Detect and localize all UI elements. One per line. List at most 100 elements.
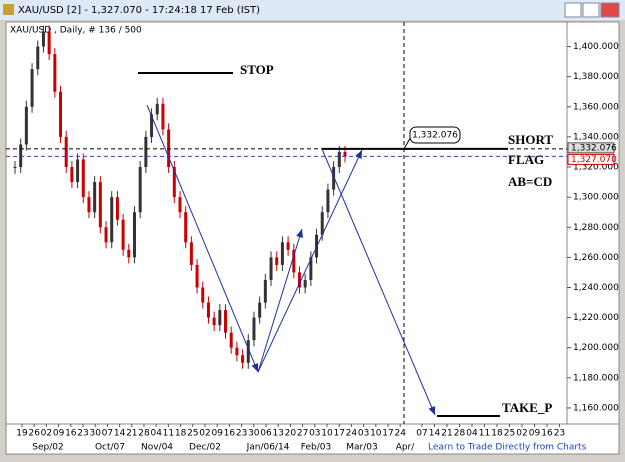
candle: [93, 182, 97, 213]
candle: [59, 91, 63, 137]
x-day-label: 06: [260, 429, 272, 439]
x-day-label: 28: [138, 429, 150, 439]
candle: [64, 136, 68, 168]
candle: [286, 242, 290, 250]
x-day-label: 09: [529, 429, 541, 439]
candle: [252, 317, 256, 341]
x-day-label: 17: [333, 429, 344, 439]
close-button[interactable]: [600, 2, 620, 18]
x-day-label: 19: [16, 429, 28, 439]
x-day-label: 10: [321, 429, 333, 439]
x-day-label: 30: [89, 429, 101, 439]
candle: [269, 257, 273, 280]
candle: [98, 182, 102, 228]
arrow-head: [355, 150, 362, 159]
x-day-label: 24: [394, 429, 406, 439]
x-day-label: 21: [441, 429, 452, 439]
candle: [201, 287, 205, 303]
x-day-label: 11: [163, 429, 174, 439]
maximize-button[interactable]: [582, 2, 600, 18]
candle: [280, 242, 284, 265]
annotation: TAKE_P: [502, 400, 552, 415]
y-tick-label: 1,260.000: [573, 253, 619, 263]
price-tag: [567, 153, 615, 165]
candle: [184, 212, 188, 243]
pattern-line: [321, 148, 436, 416]
y-tick-label: 1,160.000: [573, 403, 619, 413]
y-tick-label: 1,240.000: [573, 283, 619, 293]
x-day-label: 23: [554, 429, 565, 439]
candle: [189, 242, 193, 265]
x-day-label: 09: [53, 429, 65, 439]
candle: [161, 103, 165, 130]
x-day-label: 03: [358, 429, 369, 439]
x-day-label: 03: [309, 429, 320, 439]
y-tick-label: 1,300.000: [573, 193, 619, 203]
pattern-line: [257, 149, 363, 373]
arrow-head: [251, 363, 259, 372]
candle: [70, 167, 74, 183]
x-day-label: 07: [416, 429, 427, 439]
minimize-button[interactable]: [564, 2, 582, 18]
candle: [224, 310, 228, 333]
x-day-label: 04: [150, 429, 162, 439]
x-day-label: 16: [541, 429, 553, 439]
candle: [76, 159, 80, 183]
candle: [235, 347, 239, 356]
x-day-label: 28: [454, 429, 466, 439]
candle: [47, 31, 51, 55]
x-day-label: 17: [382, 429, 393, 439]
x-day-label: 20: [285, 429, 297, 439]
x-month-label: Sep/02: [32, 443, 63, 453]
arrow-head: [296, 229, 303, 238]
annotation: SHORT: [508, 132, 553, 147]
x-day-label: 07: [102, 429, 113, 439]
candle: [132, 212, 136, 258]
x-day-label: 09: [211, 429, 223, 439]
marker-box: [409, 126, 461, 144]
x-month-label: Apr/: [396, 443, 416, 453]
candle: [309, 257, 313, 280]
x-day-label: 24: [346, 429, 358, 439]
x-day-label: 13: [272, 429, 283, 439]
chart-subtitle: XAU/USD , Daily, # 136 / 500: [10, 26, 142, 36]
x-month-label: Oct/07: [95, 443, 125, 453]
x-day-label: 23: [77, 429, 88, 439]
y-tick-label: 1,200.000: [573, 343, 619, 353]
candle: [212, 317, 216, 326]
marker-label: 1,332.076: [412, 131, 458, 141]
title-bar: [0, 0, 625, 20]
price-tag: [567, 142, 615, 154]
x-day-label: 10: [370, 429, 382, 439]
y-tick-label: 1,180.000: [573, 373, 619, 383]
x-month-label: Dec/02: [189, 443, 221, 453]
x-day-label: 11: [479, 429, 490, 439]
candle: [297, 272, 301, 288]
candle: [246, 340, 250, 363]
pattern-line: [257, 228, 303, 373]
candle: [150, 114, 154, 137]
x-day-label: 16: [224, 429, 236, 439]
candle: [195, 264, 199, 288]
y-tick-label: 1,400.000: [573, 42, 619, 52]
x-day-label: 27: [297, 429, 308, 439]
x-day-label: 23: [236, 429, 247, 439]
candle: [275, 257, 279, 265]
app-icon: [3, 4, 14, 15]
candle: [292, 249, 296, 273]
footer-link[interactable]: Learn to Trade Directly from Charts: [428, 443, 587, 453]
y-tick-label: 1,220.000: [573, 313, 619, 323]
candle: [36, 46, 40, 70]
candle: [155, 103, 159, 115]
candle: [104, 227, 108, 243]
x-day-label: 02: [516, 429, 527, 439]
annotation: AB=CD: [508, 174, 552, 189]
candle: [337, 151, 341, 168]
x-day-label: 14: [114, 429, 126, 439]
candle: [320, 212, 324, 235]
x-day-label: 25: [504, 429, 515, 439]
candle: [30, 69, 34, 107]
candle: [263, 279, 267, 303]
candle: [167, 129, 171, 168]
